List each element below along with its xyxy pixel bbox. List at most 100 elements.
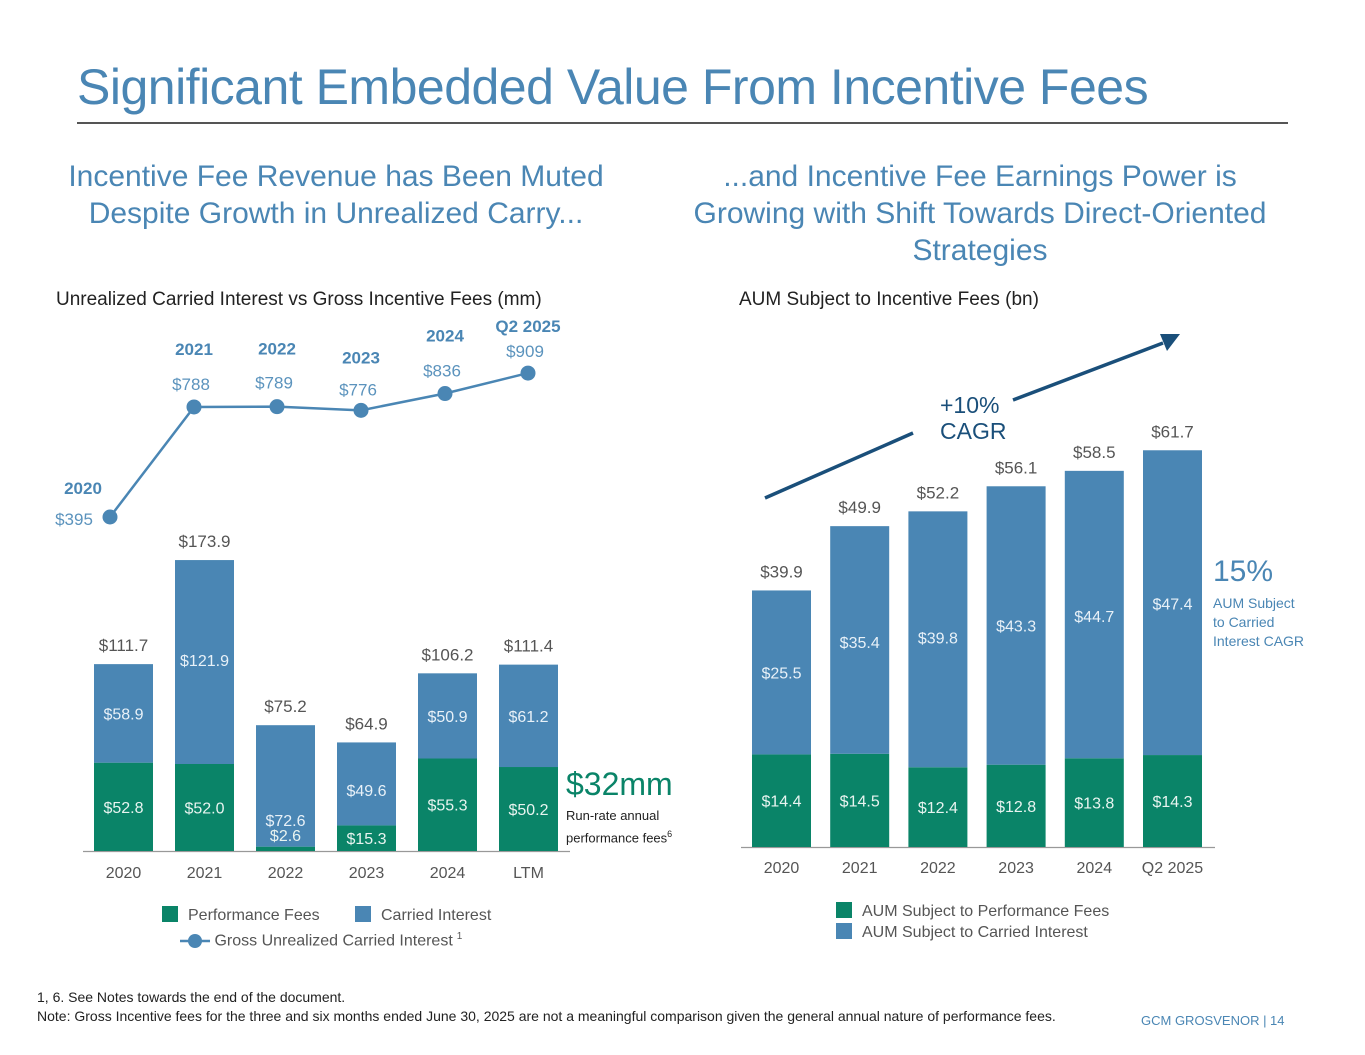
aum-cagr-value: +10% bbox=[940, 392, 1000, 418]
x-tick-label: 2020 bbox=[106, 865, 142, 882]
carried-cagr-label: AUM Subject to Carried Interest CAGR bbox=[1213, 594, 1304, 651]
data-label-performance: $52.8 bbox=[103, 800, 143, 817]
x-tick-label: 2023 bbox=[349, 865, 385, 882]
line-value-label: $909 bbox=[506, 342, 544, 361]
data-label-performance: $14.5 bbox=[840, 793, 880, 810]
data-label-carried: $47.4 bbox=[1152, 596, 1192, 613]
footnote-disclaimer: Note: Gross Incentive fees for the three… bbox=[37, 1008, 1056, 1024]
legend-swatch-performance bbox=[836, 902, 852, 918]
aum-cagr-annotation: +10% CAGR bbox=[940, 392, 1006, 444]
line-value-label: $788 bbox=[172, 375, 210, 394]
bar-carried-2021 bbox=[830, 526, 890, 754]
data-label-performance: $14.3 bbox=[1152, 794, 1192, 811]
line-point-Q2 2025 bbox=[520, 365, 536, 381]
bar-performance-2022 bbox=[908, 767, 968, 847]
right-subheading: ...and Incentive Fee Earnings Power is G… bbox=[693, 160, 1267, 267]
data-label-performance: $14.4 bbox=[761, 794, 801, 811]
line-year-label: 2020 bbox=[64, 479, 102, 498]
left-subheading: Incentive Fee Revenue has Been Muted Des… bbox=[68, 160, 604, 230]
legend-item-performance-fees: Performance Fees bbox=[162, 906, 320, 925]
arrow-segment-lower bbox=[764, 431, 914, 500]
data-label-performance: $12.8 bbox=[996, 799, 1036, 816]
bar-performance-2024 bbox=[1064, 758, 1124, 847]
legend-item-unrealized-carry: Gross Unrealized Carried Interest 1 bbox=[180, 931, 462, 950]
bar-carried-2022 bbox=[908, 511, 968, 768]
data-label-carried: $72.6 bbox=[265, 813, 305, 830]
bar-carried-2024 bbox=[1064, 470, 1124, 759]
line-year-label: 2021 bbox=[175, 340, 213, 359]
x-tick-label: 2022 bbox=[268, 865, 304, 882]
footer-brand-page: GCM GROSVENOR | 14 bbox=[1141, 1013, 1285, 1028]
bar-performance-2023 bbox=[986, 764, 1046, 847]
run-rate-fees-value: $32mm bbox=[566, 766, 673, 802]
line-point-2023 bbox=[353, 402, 369, 418]
bar-carried-2023 bbox=[337, 742, 396, 826]
x-tick-label: 2021 bbox=[842, 860, 878, 877]
run-rate-label-line2: performance fees bbox=[566, 830, 668, 846]
bar-carried-Q2 2025 bbox=[1143, 450, 1202, 756]
data-label-carried: $121.9 bbox=[180, 653, 229, 670]
x-tick-label: 2021 bbox=[187, 865, 223, 882]
bar-carried-2020 bbox=[752, 590, 811, 755]
legend-item-aum-performance: AUM Subject to Performance Fees bbox=[836, 902, 1109, 921]
data-label-carried: $35.4 bbox=[840, 635, 880, 652]
data-label-total: $173.9 bbox=[179, 532, 231, 551]
bar-carried-2022 bbox=[256, 725, 315, 847]
legend-label: Carried Interest bbox=[381, 907, 492, 924]
x-tick-label: LTM bbox=[513, 865, 544, 882]
bar-performance-2020 bbox=[752, 754, 811, 847]
legend-label: Gross Unrealized Carried Interest bbox=[214, 932, 453, 950]
line-point-2024 bbox=[437, 386, 453, 402]
bar-performance-2023 bbox=[337, 825, 396, 851]
left-bar-chart: $52.8 $58.9 $111.7 2020 $52.0 $121.9 $173.9 202… bbox=[83, 532, 570, 882]
right-bar-chart: $14.4 $25.5 $39.9 2020 $14.5 $35.4 $49.9 2021 $1… bbox=[741, 422, 1215, 877]
data-label-total: $61.7 bbox=[1151, 422, 1194, 441]
run-rate-label-line1: Run-rate annual bbox=[566, 808, 660, 823]
x-tick-label: 2022 bbox=[920, 860, 956, 877]
legend-label: AUM Subject to Performance Fees bbox=[862, 903, 1110, 920]
line-point-2022 bbox=[269, 399, 285, 415]
data-label-performance: $50.2 bbox=[508, 802, 548, 819]
footnote-marker: 6 bbox=[667, 829, 673, 839]
bar-carried-2023 bbox=[986, 486, 1046, 765]
legend-swatch-performance bbox=[162, 906, 178, 922]
run-rate-fees-label: Run-rate annual performance fees6 bbox=[566, 806, 672, 847]
x-tick-label: 2024 bbox=[430, 865, 466, 882]
data-label-total: $58.5 bbox=[1073, 443, 1116, 462]
aum-cagr-label: CAGR bbox=[940, 418, 1007, 444]
data-label-total: $75.2 bbox=[264, 697, 307, 716]
data-label-total: $64.9 bbox=[345, 714, 388, 733]
data-label-carried: $58.9 bbox=[103, 706, 143, 723]
carried-cagr-value: 15% bbox=[1213, 555, 1274, 588]
line-point-2021 bbox=[186, 399, 202, 415]
cagr-arrow bbox=[764, 334, 1180, 500]
legend-swatch-carried bbox=[355, 906, 371, 922]
carried-cagr-label-line1: AUM Subject bbox=[1213, 595, 1295, 611]
data-label-total: $56.1 bbox=[995, 458, 1038, 477]
x-tick-label: Q2 2025 bbox=[1142, 860, 1203, 877]
data-label-performance: $12.4 bbox=[918, 800, 958, 817]
bar-performance-2022 bbox=[256, 846, 315, 851]
legend-item-carried-interest: Carried Interest bbox=[355, 906, 491, 925]
data-label-carried: $50.9 bbox=[427, 709, 467, 726]
data-label-carried: $43.3 bbox=[996, 618, 1036, 635]
data-label-carried: $49.6 bbox=[346, 783, 386, 800]
footnote-notes: 1, 6. See Notes towards the end of the d… bbox=[37, 989, 346, 1005]
line-value-label: $836 bbox=[423, 362, 461, 381]
data-label-total: $52.2 bbox=[917, 483, 960, 502]
title-divider bbox=[77, 122, 1288, 124]
footnote-marker: 1 bbox=[456, 931, 463, 942]
line-marker-icon bbox=[180, 934, 210, 949]
carried-cagr-label-line2: to Carried bbox=[1213, 614, 1275, 630]
data-label-performance: $2.6 bbox=[270, 828, 301, 845]
legend-item-aum-carried: AUM Subject to Carried Interest bbox=[836, 923, 1088, 942]
data-label-total: $111.7 bbox=[99, 636, 148, 655]
bar-carried-2021 bbox=[175, 560, 234, 765]
data-label-carried: $44.7 bbox=[1074, 609, 1114, 626]
series-line bbox=[109, 371, 529, 518]
line-value-label: $776 bbox=[339, 380, 377, 399]
legend-swatch-carried bbox=[836, 923, 852, 939]
left-chart-title: Unrealized Carried Interest vs Gross Inc… bbox=[56, 289, 542, 310]
bar-performance-2021 bbox=[175, 764, 234, 851]
